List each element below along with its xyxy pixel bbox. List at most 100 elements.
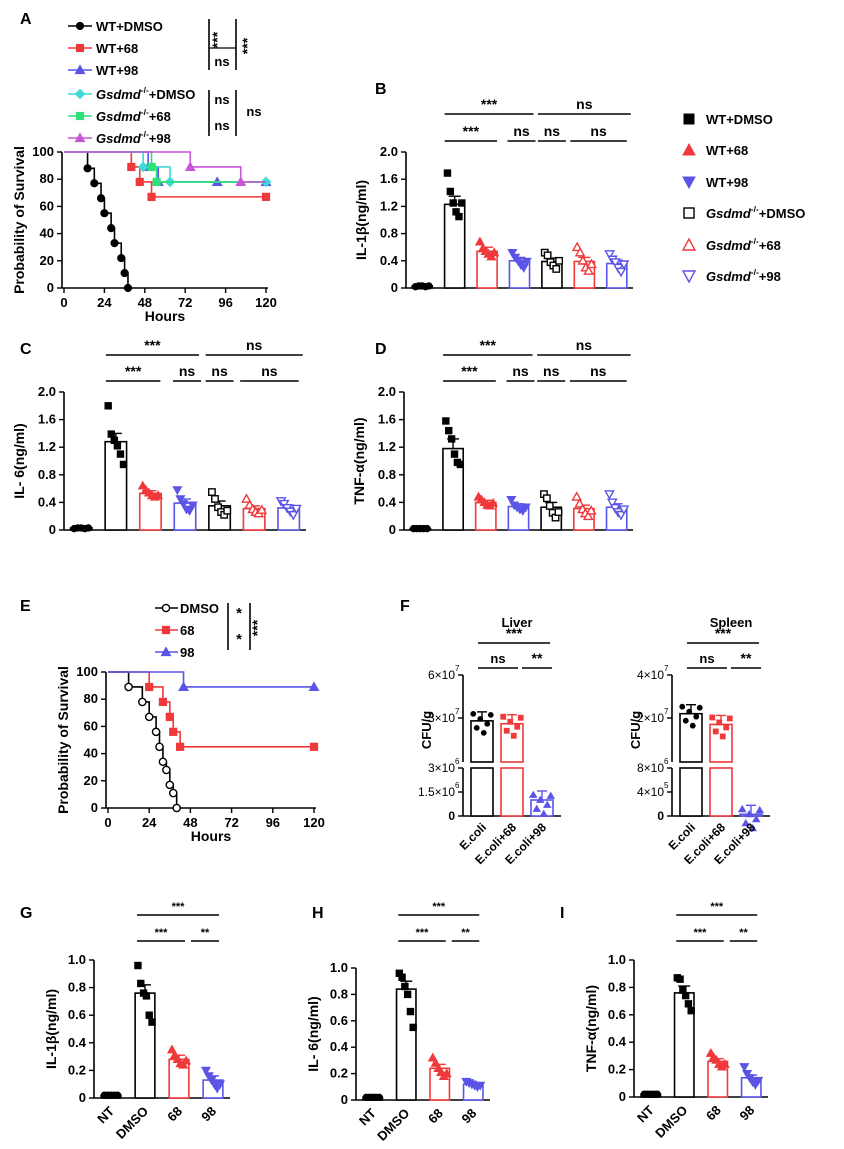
data-point xyxy=(104,402,112,410)
y-tick-exponent: 6 xyxy=(664,757,669,766)
label-main: Gsdmd xyxy=(706,206,752,221)
bar-1 xyxy=(395,988,417,1101)
data-point xyxy=(555,256,564,265)
label-superscript: -/- xyxy=(141,85,149,95)
y-tick-label: 0 xyxy=(91,800,98,815)
significance-label: ns xyxy=(513,123,530,139)
label-main: WT+68 xyxy=(706,143,748,158)
series-line-2 xyxy=(108,671,314,688)
y-tick-label: 0 xyxy=(619,1089,626,1104)
legend-label-b-2: WT+98 xyxy=(706,175,748,190)
data-point xyxy=(577,255,589,265)
series-marker xyxy=(152,177,161,187)
data-point xyxy=(398,973,406,981)
significance-label: ns xyxy=(544,123,561,139)
y-tick-label: 0 xyxy=(49,522,56,537)
data-point xyxy=(744,809,754,818)
y-tick-label: 0.4 xyxy=(378,494,397,509)
significance-label: ** xyxy=(461,927,470,939)
significance-label: *** xyxy=(461,363,478,379)
data-point xyxy=(709,714,716,721)
series-line-0 xyxy=(108,671,178,808)
data-point xyxy=(507,718,514,725)
series-marker xyxy=(110,239,119,248)
data-point xyxy=(445,426,453,435)
significance-label: ns xyxy=(590,363,607,379)
data-point xyxy=(554,508,563,516)
legend-marker xyxy=(161,625,171,635)
data-point xyxy=(543,251,552,260)
legend-marker xyxy=(683,113,695,125)
chart-title: Spleen xyxy=(710,615,753,630)
series-marker xyxy=(169,727,178,736)
label-main: WT+DMSO xyxy=(96,19,163,34)
x-tick-label: 72 xyxy=(178,295,192,310)
x-tick-label: DMSO xyxy=(374,1106,412,1144)
panel-letter-c: C xyxy=(20,341,32,358)
legend-marker xyxy=(683,207,695,219)
y-tick-label: 0.8 xyxy=(68,980,86,995)
label-rest: +DMSO xyxy=(759,206,806,221)
data-point xyxy=(119,460,128,469)
data-point xyxy=(403,990,412,999)
legend-label: 98 xyxy=(180,645,194,660)
label-rest: +98 xyxy=(149,131,171,146)
panel-letter-a: A xyxy=(20,11,32,28)
y-tick-exponent: 7 xyxy=(455,707,460,716)
legend-marker xyxy=(682,142,696,156)
data-point xyxy=(134,961,142,970)
series-marker xyxy=(144,712,154,722)
panel-letter-i: I xyxy=(560,905,564,922)
data-point xyxy=(474,236,485,246)
significance-label: *** xyxy=(481,96,498,112)
significance-label: *** xyxy=(172,901,186,913)
y-tick-label: 0 xyxy=(657,809,664,823)
legend-label-4: Gsdmd-/-+68 xyxy=(96,107,171,124)
data-point xyxy=(477,715,484,722)
data-point xyxy=(696,704,703,711)
series-marker xyxy=(135,177,144,187)
label-rest: +68 xyxy=(759,238,781,253)
legend-label: 68 xyxy=(180,623,194,638)
data-point xyxy=(582,510,594,521)
series-line-5 xyxy=(64,151,266,183)
data-point xyxy=(719,733,726,740)
significance-label: *** xyxy=(155,927,169,939)
y-axis-label: TNF-α(ng/ml) xyxy=(351,417,367,504)
x-tick-label: 68 xyxy=(703,1103,724,1124)
legend-label-b-3: Gsdmd-/-+DMSO xyxy=(706,204,805,221)
y-tick-label: 80 xyxy=(84,691,98,706)
data-point xyxy=(741,818,751,827)
label-superscript: -/- xyxy=(751,204,759,214)
y-tick-label: 20 xyxy=(84,773,98,788)
data-point xyxy=(455,212,463,221)
legend-marker xyxy=(74,64,86,75)
significance-label: ** xyxy=(201,927,210,939)
data-point xyxy=(148,1018,156,1026)
data-point xyxy=(521,257,532,267)
data-point xyxy=(84,524,93,532)
y-tick-label: 2.0 xyxy=(380,144,398,159)
data-point xyxy=(517,714,524,721)
data-point xyxy=(113,1091,122,1099)
bar-chart-c: 00.40.81.21.62.0IL- 6(ng/ml)*** ns*** ns ns… xyxy=(11,337,306,537)
data-point xyxy=(528,790,538,798)
series-marker xyxy=(147,192,156,201)
y-tick-label: 1.0 xyxy=(608,952,626,967)
series-marker xyxy=(158,757,168,767)
significance-label: *** xyxy=(710,901,724,913)
data-point xyxy=(514,723,521,730)
significance-label: ns xyxy=(512,363,529,379)
x-tick-label: 48 xyxy=(138,295,152,310)
legend-marker xyxy=(681,270,697,284)
y-tick-label: 0.8 xyxy=(330,986,348,1001)
data-point xyxy=(615,267,627,278)
y-tick-label: 1.6 xyxy=(38,412,56,427)
legend-marker xyxy=(160,646,172,657)
data-point xyxy=(208,488,216,496)
legend-marker xyxy=(74,88,86,100)
legend-marker xyxy=(74,132,86,143)
